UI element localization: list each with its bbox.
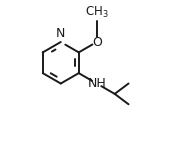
Text: N: N bbox=[56, 27, 66, 40]
Text: CH$_3$: CH$_3$ bbox=[85, 5, 109, 20]
Text: O: O bbox=[92, 35, 102, 48]
Text: NH: NH bbox=[87, 77, 106, 90]
